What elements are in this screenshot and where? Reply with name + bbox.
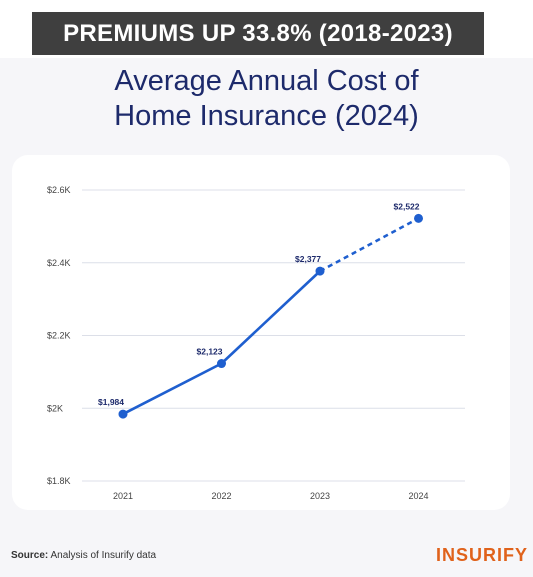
x-tick-label: 2021 xyxy=(113,491,133,501)
data-labels: $1,984 $2,123 $2,377 $2,522 xyxy=(98,201,420,407)
y-tick-label: $2.6K xyxy=(47,185,71,195)
data-point xyxy=(217,359,226,369)
series-line-projected xyxy=(319,217,420,273)
y-tick-label: $2K xyxy=(47,403,63,413)
x-axis-ticks: 2021 2022 2023 2024 xyxy=(113,491,429,501)
x-tick-label: 2024 xyxy=(408,491,428,501)
data-label: $2,123 xyxy=(197,347,223,357)
data-label: $1,984 xyxy=(98,397,124,407)
x-tick-label: 2023 xyxy=(310,491,330,501)
grid-layer xyxy=(82,189,465,482)
source-label: Source: xyxy=(11,550,49,561)
data-label: $2,377 xyxy=(295,254,321,264)
y-tick-label: $2.2K xyxy=(47,331,71,341)
source-note: Source: Analysis of Insurify data xyxy=(11,550,156,561)
y-tick-label: $1.8K xyxy=(47,476,71,486)
data-points xyxy=(118,213,423,419)
chart-title: Average Annual Cost of Home Insurance (2… xyxy=(0,64,533,134)
x-tick-label: 2022 xyxy=(211,491,231,501)
data-label: $2,522 xyxy=(394,201,420,211)
y-tick-label: $2.4K xyxy=(47,258,71,268)
data-point xyxy=(414,213,423,223)
chart-title-line-2: Home Insurance (2024) xyxy=(114,100,419,132)
series-lines xyxy=(121,217,420,416)
headline-banner: PREMIUMS UP 33.8% (2018-2023) xyxy=(32,12,484,55)
chart-title-line-1: Average Annual Cost of xyxy=(114,65,419,97)
y-axis-ticks: $1.8K $2K $2.2K $2.4K $2.6K xyxy=(47,185,71,486)
data-point xyxy=(118,409,128,419)
insurify-logo: INSURIFY xyxy=(436,545,529,565)
source-text: Analysis of Insurify data xyxy=(50,550,157,561)
series-line-solid xyxy=(121,269,322,416)
data-point xyxy=(315,266,325,276)
plot-panel xyxy=(12,155,510,510)
